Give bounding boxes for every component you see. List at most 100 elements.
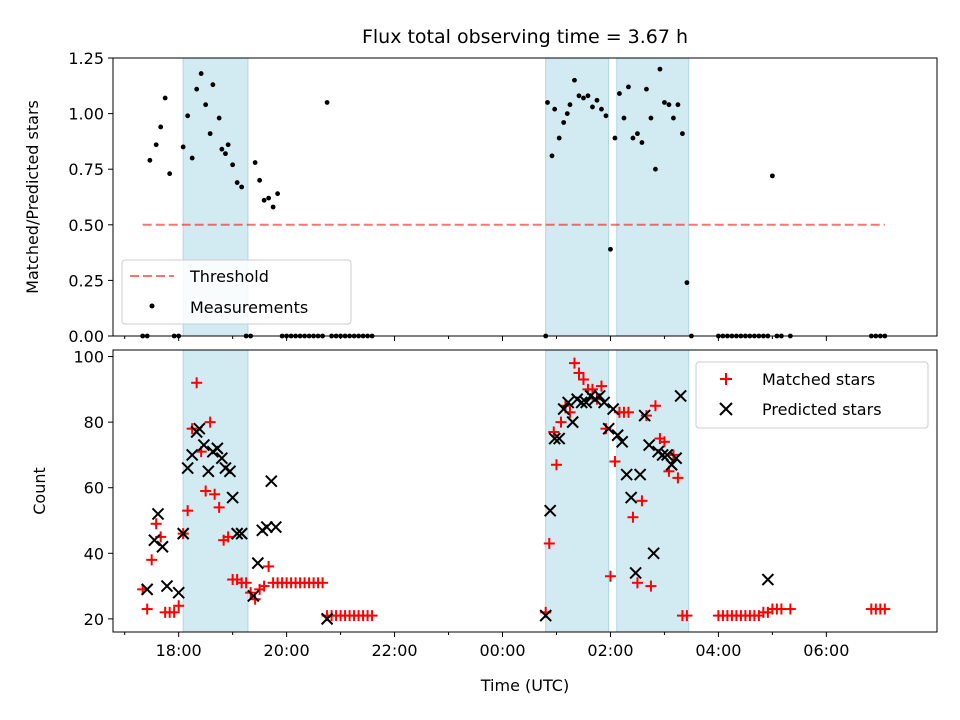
matched-star-marker (263, 560, 275, 572)
matched-star-marker (555, 416, 567, 428)
matched-star-marker (240, 577, 252, 589)
predicted-star-marker (575, 396, 588, 409)
predicted-star-marker (151, 507, 165, 521)
predicted-star-marker (230, 527, 244, 540)
x-tick-label: 02:00 (587, 641, 633, 660)
predicted-star-marker (172, 586, 185, 599)
top-legend: Threshold Measurements (121, 259, 352, 325)
measurement-point (552, 106, 558, 112)
predicted-star-marker (235, 527, 248, 540)
matched-star-marker (204, 416, 216, 428)
measurement-point (585, 93, 591, 99)
marker-stroke (615, 435, 629, 449)
measurement-point (230, 162, 236, 168)
measurement-point (599, 106, 604, 112)
marker-stroke (265, 474, 278, 488)
measurement-point (612, 135, 618, 141)
predicted-star-marker (552, 432, 566, 445)
marker-stroke (539, 609, 552, 622)
predicted-star-marker (660, 448, 674, 462)
predicted-star-marker (181, 461, 194, 475)
predicted-star-marker (265, 474, 278, 488)
matched-star-marker (550, 459, 562, 471)
top-y-tick-label: 1.25 (68, 49, 104, 68)
bottom-y-axis-label: Count (30, 467, 49, 515)
bottom-y-tick-label: 20 (84, 610, 104, 629)
measurement-point (603, 113, 609, 119)
measurement-point (576, 93, 582, 99)
measurement-point (684, 280, 690, 286)
bottom-legend: Matched stars Predicted stars (695, 361, 929, 429)
measurement-point (147, 157, 153, 163)
predicted-stars-points (140, 389, 775, 626)
measurement-point (617, 91, 622, 96)
predicted-star-marker (557, 402, 570, 416)
predicted-star-marker (140, 583, 154, 596)
observing-window-shade (545, 57, 610, 337)
marker-stroke (606, 402, 620, 416)
predicted-star-marker (193, 422, 206, 435)
observing-window-shade (616, 349, 690, 633)
measurement-point (639, 140, 645, 145)
legend-predicted-label: Predicted stars (762, 400, 882, 419)
matched-star-marker (645, 580, 657, 592)
matched-star-marker (573, 367, 585, 379)
matched-star-marker (631, 577, 643, 589)
marker-stroke (185, 448, 199, 462)
marker-stroke (211, 442, 224, 455)
marker-stroke (251, 556, 265, 570)
measurement-point (572, 77, 577, 83)
predicted-star-marker (269, 520, 283, 534)
predicted-star-marker (620, 468, 633, 481)
measurement-point (675, 102, 681, 108)
measurement-point (662, 100, 667, 105)
measurement-point (207, 131, 213, 137)
marker-stroke (669, 452, 683, 465)
marker-stroke (624, 491, 638, 504)
measurement-point (657, 66, 663, 72)
measurement-point (189, 155, 195, 161)
measurement-point (216, 115, 222, 121)
marker-stroke (629, 566, 642, 580)
matched-star-marker (604, 570, 616, 582)
matched-star-marker (568, 357, 580, 369)
measurement-point (630, 135, 636, 141)
matched-star-marker (168, 606, 180, 618)
matched-star-marker (577, 374, 589, 386)
measurement-point (225, 142, 231, 148)
observing-window-shade (616, 57, 690, 337)
measurement-point (590, 104, 595, 110)
measurement-points (140, 66, 888, 339)
marker-stroke (633, 468, 647, 481)
measurement-point (261, 197, 267, 203)
legend-threshold-label: Threshold (189, 267, 269, 286)
measurement-point (671, 115, 676, 121)
measurement-point (266, 195, 272, 201)
marker-stroke (660, 448, 674, 462)
predicted-star-marker (543, 504, 557, 517)
predicted-star-marker (629, 566, 642, 580)
marker-stroke (176, 527, 190, 540)
matched-star-marker (548, 426, 560, 438)
marker-stroke (148, 533, 161, 547)
predicted-star-marker (251, 556, 265, 570)
predicted-star-marker (611, 429, 624, 442)
predicted-star-marker (633, 468, 647, 481)
predicted-star-marker (176, 527, 190, 540)
matched-star-marker (191, 377, 203, 389)
marker-stroke (215, 452, 229, 465)
marker-stroke (548, 432, 561, 445)
matched-star-marker (636, 495, 648, 507)
bottom-y-tick-label: 80 (84, 413, 104, 432)
measurement-point (162, 95, 168, 101)
predicted-star-marker (665, 458, 678, 471)
measurement-point (608, 246, 613, 252)
legend-predicted-swatch (719, 402, 733, 416)
marker-stroke (226, 491, 239, 504)
measurement-point (234, 180, 240, 185)
predicted-star-marker (606, 402, 620, 416)
predicted-star-marker (615, 435, 629, 449)
predicted-star-marker (211, 442, 224, 455)
measurement-point (644, 86, 649, 92)
